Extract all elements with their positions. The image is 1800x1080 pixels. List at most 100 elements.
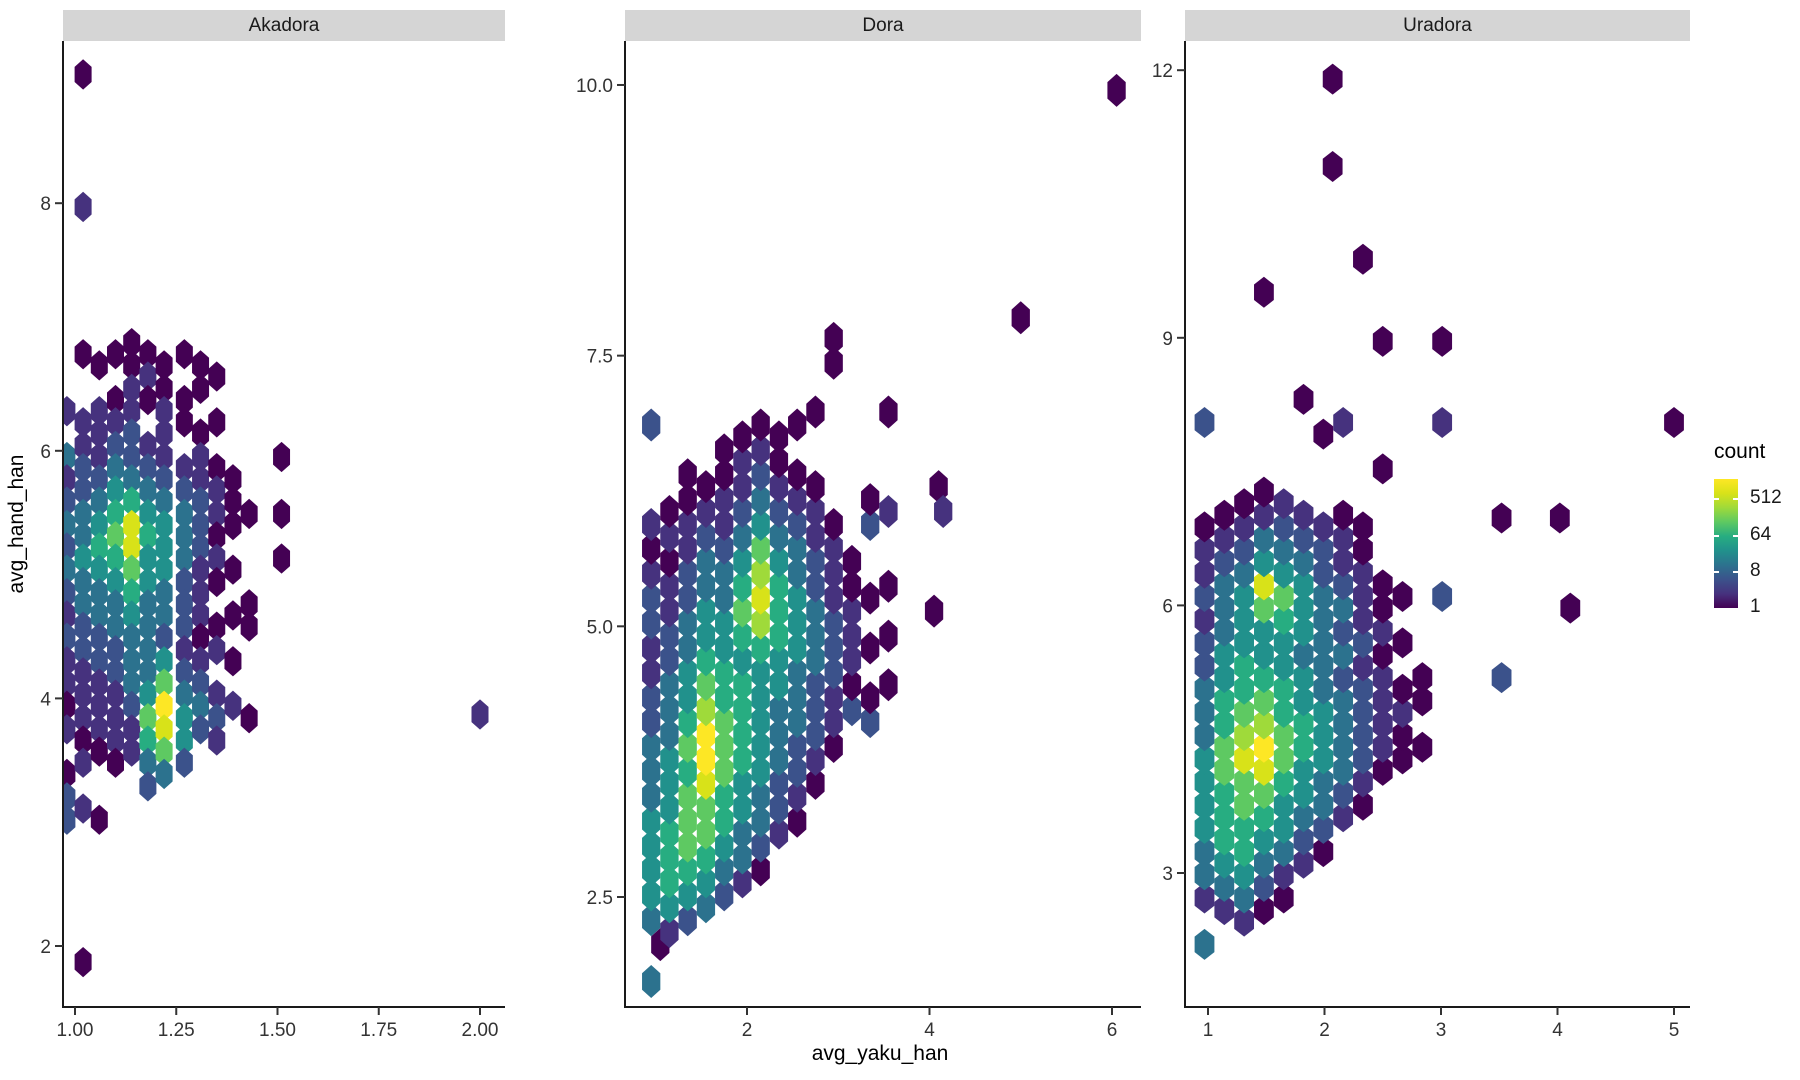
hex-bin: [1353, 627, 1373, 659]
hex-bin: [155, 509, 173, 541]
hex-bin: [90, 464, 108, 495]
hex-bin: [1353, 789, 1373, 821]
hex-bin: [208, 407, 226, 438]
hex-bin: [74, 793, 92, 824]
hex-bin: [769, 519, 789, 553]
hex-bin: [824, 656, 843, 690]
hex-bin: [1194, 836, 1215, 868]
hex-bin: [1293, 592, 1314, 624]
hex-bin: [63, 622, 76, 653]
hex-bin: [1353, 743, 1373, 775]
hex-bin: [1254, 476, 1274, 508]
hex-bin: [90, 578, 108, 609]
hex-bin: [123, 418, 141, 449]
hex-bin: [1313, 743, 1334, 775]
hex-bin: [678, 853, 697, 887]
hex-bin: [1254, 847, 1274, 879]
hex-bin: [696, 816, 716, 850]
hex-bin: [123, 622, 141, 653]
x-tick-label: 6: [1107, 1020, 1118, 1041]
hex-bin: [1333, 523, 1354, 554]
hex-bin: [788, 458, 807, 492]
hex-bin: [751, 804, 770, 838]
hex-bin: [273, 543, 291, 574]
hex-bin: [90, 600, 108, 631]
hex-bin: [1293, 638, 1314, 670]
hex-bin: [155, 532, 173, 563]
hex-bin: [1313, 720, 1334, 752]
hex-bin: [155, 486, 173, 517]
hex-bin: [788, 656, 807, 690]
hex-bin: [63, 804, 76, 835]
hex-bin: [107, 384, 124, 416]
y-tick-label: 2.5: [587, 888, 613, 909]
hex-bin: [273, 498, 291, 530]
hex-bin: [139, 361, 157, 392]
hex-bin: [642, 556, 661, 590]
hex-bin: [1392, 720, 1413, 752]
hex-bin: [660, 865, 679, 899]
hex-bin: [1234, 859, 1255, 891]
hex-bin: [751, 508, 770, 542]
hex-bin: [107, 498, 124, 530]
hex-bin: [642, 581, 661, 615]
hex-bin: [1234, 627, 1255, 659]
hex-bin: [192, 578, 210, 609]
hex-bin: [733, 594, 752, 628]
hex-bin: [90, 804, 108, 835]
hex-bin: [175, 543, 193, 574]
hex-bin: [139, 543, 157, 574]
hex-bin: [769, 766, 789, 800]
hex-bin: [715, 656, 734, 690]
hex-bin: [678, 631, 697, 665]
legend-bar-tick: [1733, 535, 1738, 537]
hex-bin: [660, 816, 679, 850]
hex-bin: [1372, 638, 1393, 670]
hex-bin: [769, 470, 789, 504]
hex-bin: [123, 578, 141, 609]
hex-bin: [1491, 502, 1512, 534]
hex-bin: [678, 779, 697, 813]
hex-bin: [1392, 627, 1413, 659]
hex-bin: [1273, 534, 1294, 566]
hex-bin: [192, 600, 210, 631]
hex-bin: [107, 407, 124, 438]
hex-bin: [696, 890, 716, 924]
hex-bin: [1273, 743, 1294, 775]
hex-bin: [660, 594, 679, 628]
hex-bin: [1293, 685, 1314, 717]
hex-bin: [139, 498, 157, 530]
hex-bin: [155, 622, 173, 653]
hex-bin: [208, 634, 226, 666]
hex-bin: [1214, 499, 1235, 531]
hex-bin: [678, 730, 697, 764]
hex-bin: [123, 690, 141, 721]
hex-bin: [842, 594, 862, 628]
hex-bin: [1293, 824, 1314, 856]
hex-bin: [1273, 650, 1294, 682]
hex-bin: [1353, 243, 1373, 275]
hex-bin: [751, 458, 770, 492]
hex-bin: [642, 878, 661, 912]
hex-bin: [1432, 325, 1453, 357]
hex-bin: [769, 718, 789, 752]
hex-bin: [806, 495, 825, 529]
hex-bin: [806, 569, 825, 603]
hex-bin: [678, 829, 697, 863]
hex-bin: [192, 464, 210, 495]
hex-bin: [733, 791, 752, 825]
hex-bin: [1214, 778, 1235, 810]
hex-bin: [1234, 720, 1255, 752]
hex-bin: [63, 464, 76, 495]
hex-bin: [471, 699, 489, 730]
hex-bin: [1392, 673, 1413, 705]
hex-bin: [715, 829, 734, 863]
hex-bin: [1254, 685, 1274, 717]
hex-bin: [175, 634, 193, 666]
hex-bin: [806, 766, 825, 800]
hex-bin: [642, 606, 661, 640]
hex-bin: [1214, 824, 1235, 856]
hex-bin: [842, 569, 862, 603]
hex-bin: [123, 554, 141, 585]
hex-bin: [63, 758, 76, 790]
